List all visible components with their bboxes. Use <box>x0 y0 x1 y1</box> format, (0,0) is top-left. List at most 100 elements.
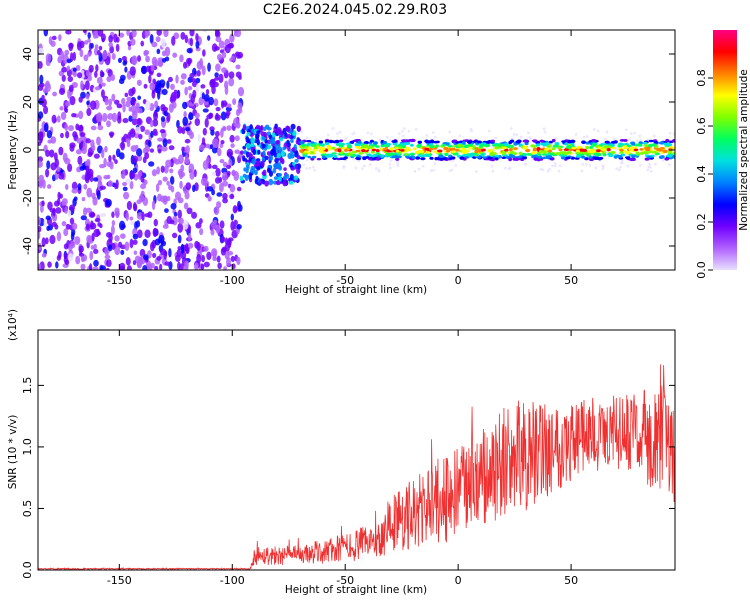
heatmap-cell <box>38 225 42 233</box>
heatmap-cell <box>68 243 73 252</box>
colorbar-label: Normalized spectral amplitude <box>738 69 750 230</box>
heatmap-cell <box>102 50 108 60</box>
y-tick-label: 0 <box>21 147 34 154</box>
heatmap-cell <box>219 220 225 229</box>
heatmap-cell <box>214 46 220 51</box>
heatmap-cell <box>604 140 610 144</box>
heatmap-cell <box>405 146 410 150</box>
heatmap-cell <box>235 64 241 70</box>
heatmap-cell <box>435 144 439 148</box>
heatmap-cell <box>108 232 113 243</box>
heatmap-cell <box>71 112 77 118</box>
heatmap-cell <box>108 41 113 48</box>
heatmap-cell <box>152 227 158 237</box>
heatmap-cell <box>43 218 47 228</box>
heatmap-cell <box>84 80 90 91</box>
heatmap-cell <box>122 186 128 192</box>
heatmap-cell <box>224 85 229 96</box>
heatmap-cell <box>523 155 527 160</box>
heatmap-cell <box>523 146 528 150</box>
heatmap-cell <box>354 166 358 170</box>
heatmap-cell <box>569 148 574 152</box>
heatmap-cell <box>49 149 55 158</box>
heatmap-cell <box>219 143 224 149</box>
heatmap-cell <box>119 152 125 160</box>
heatmap-cell <box>503 142 509 147</box>
heatmap-cell <box>290 138 294 144</box>
x-tick-label: 0 <box>455 274 462 287</box>
heatmap-cell <box>216 147 222 157</box>
heatmap-cell <box>222 125 227 131</box>
heatmap-cell <box>195 33 199 42</box>
heatmap-cell <box>518 155 523 159</box>
heatmap-cell <box>264 139 269 144</box>
heatmap-cell <box>508 157 512 162</box>
heatmap-cell <box>490 139 496 143</box>
heatmap-cell <box>38 216 41 226</box>
heatmap-cell <box>639 147 644 151</box>
heatmap-cell <box>158 234 165 243</box>
heatmap-cell <box>116 103 123 109</box>
heatmap-cell <box>233 30 239 34</box>
heatmap-cell <box>57 197 61 206</box>
heatmap-cell <box>65 130 70 139</box>
heatmap-cell <box>239 175 244 182</box>
heatmap-cell <box>617 154 623 159</box>
heatmap-cell <box>122 60 127 66</box>
heatmap-cell <box>89 172 94 183</box>
heatmap-y-axis-label: Frequency (Hz) <box>7 110 19 189</box>
heatmap-cell <box>553 162 557 165</box>
heatmap-cell <box>137 229 143 239</box>
heatmap-cell <box>156 166 161 175</box>
heatmap-cell <box>180 31 186 40</box>
heatmap-cell <box>90 100 97 111</box>
heatmap-cell <box>331 146 336 150</box>
heatmap-cell <box>131 118 138 126</box>
heatmap-cell <box>149 82 156 91</box>
x-tick-label: -50 <box>336 574 354 587</box>
heatmap-cell <box>467 154 473 157</box>
heatmap-cell <box>313 168 317 172</box>
heatmap-cell <box>115 43 120 52</box>
heatmap-cell <box>451 150 457 154</box>
heatmap-cell <box>96 76 103 85</box>
heatmap-cell <box>97 125 104 131</box>
x-tick-label: 0 <box>455 574 462 587</box>
heatmap-cell <box>478 144 484 148</box>
heatmap-cell <box>512 133 516 136</box>
heatmap-cell <box>389 159 393 162</box>
heatmap-cell <box>61 66 68 73</box>
heatmap-cell <box>234 149 240 154</box>
heatmap-cell <box>652 150 658 154</box>
heatmap-cell <box>170 202 177 210</box>
heatmap-cell <box>160 38 166 49</box>
heatmap-cell <box>204 117 209 128</box>
heatmap-cell <box>248 153 254 158</box>
heatmap-cell <box>582 135 586 139</box>
heatmap-cell <box>108 98 113 107</box>
heatmap-cell <box>667 150 673 154</box>
heatmap-cell <box>177 197 184 204</box>
heatmap-cell <box>282 146 286 151</box>
colorbar-tick-label: 0.6 <box>695 117 708 135</box>
heatmap-cell <box>458 134 461 138</box>
heatmap-cell <box>368 157 373 161</box>
heatmap-cell <box>107 244 113 252</box>
heatmap-cell <box>38 111 44 119</box>
colorbar-ticks: 0.0 0.2 0.4 0.6 0.8 <box>695 69 713 279</box>
heatmap-cell <box>187 86 193 91</box>
heatmap-cell <box>151 200 156 211</box>
heatmap-cell <box>149 34 154 44</box>
heatmap-cell <box>111 93 116 102</box>
heatmap-cell <box>98 45 103 51</box>
heatmap-cell <box>352 131 356 135</box>
snr-frame <box>37 329 676 571</box>
heatmap-cell <box>50 162 57 171</box>
heatmap-cell <box>64 157 71 165</box>
heatmap-cell <box>287 152 293 160</box>
heatmap-cell <box>64 206 68 214</box>
heatmap-cell <box>214 30 220 37</box>
heatmap-cell <box>177 222 184 233</box>
heatmap-cell <box>126 30 130 36</box>
heatmap-cell <box>216 192 223 197</box>
